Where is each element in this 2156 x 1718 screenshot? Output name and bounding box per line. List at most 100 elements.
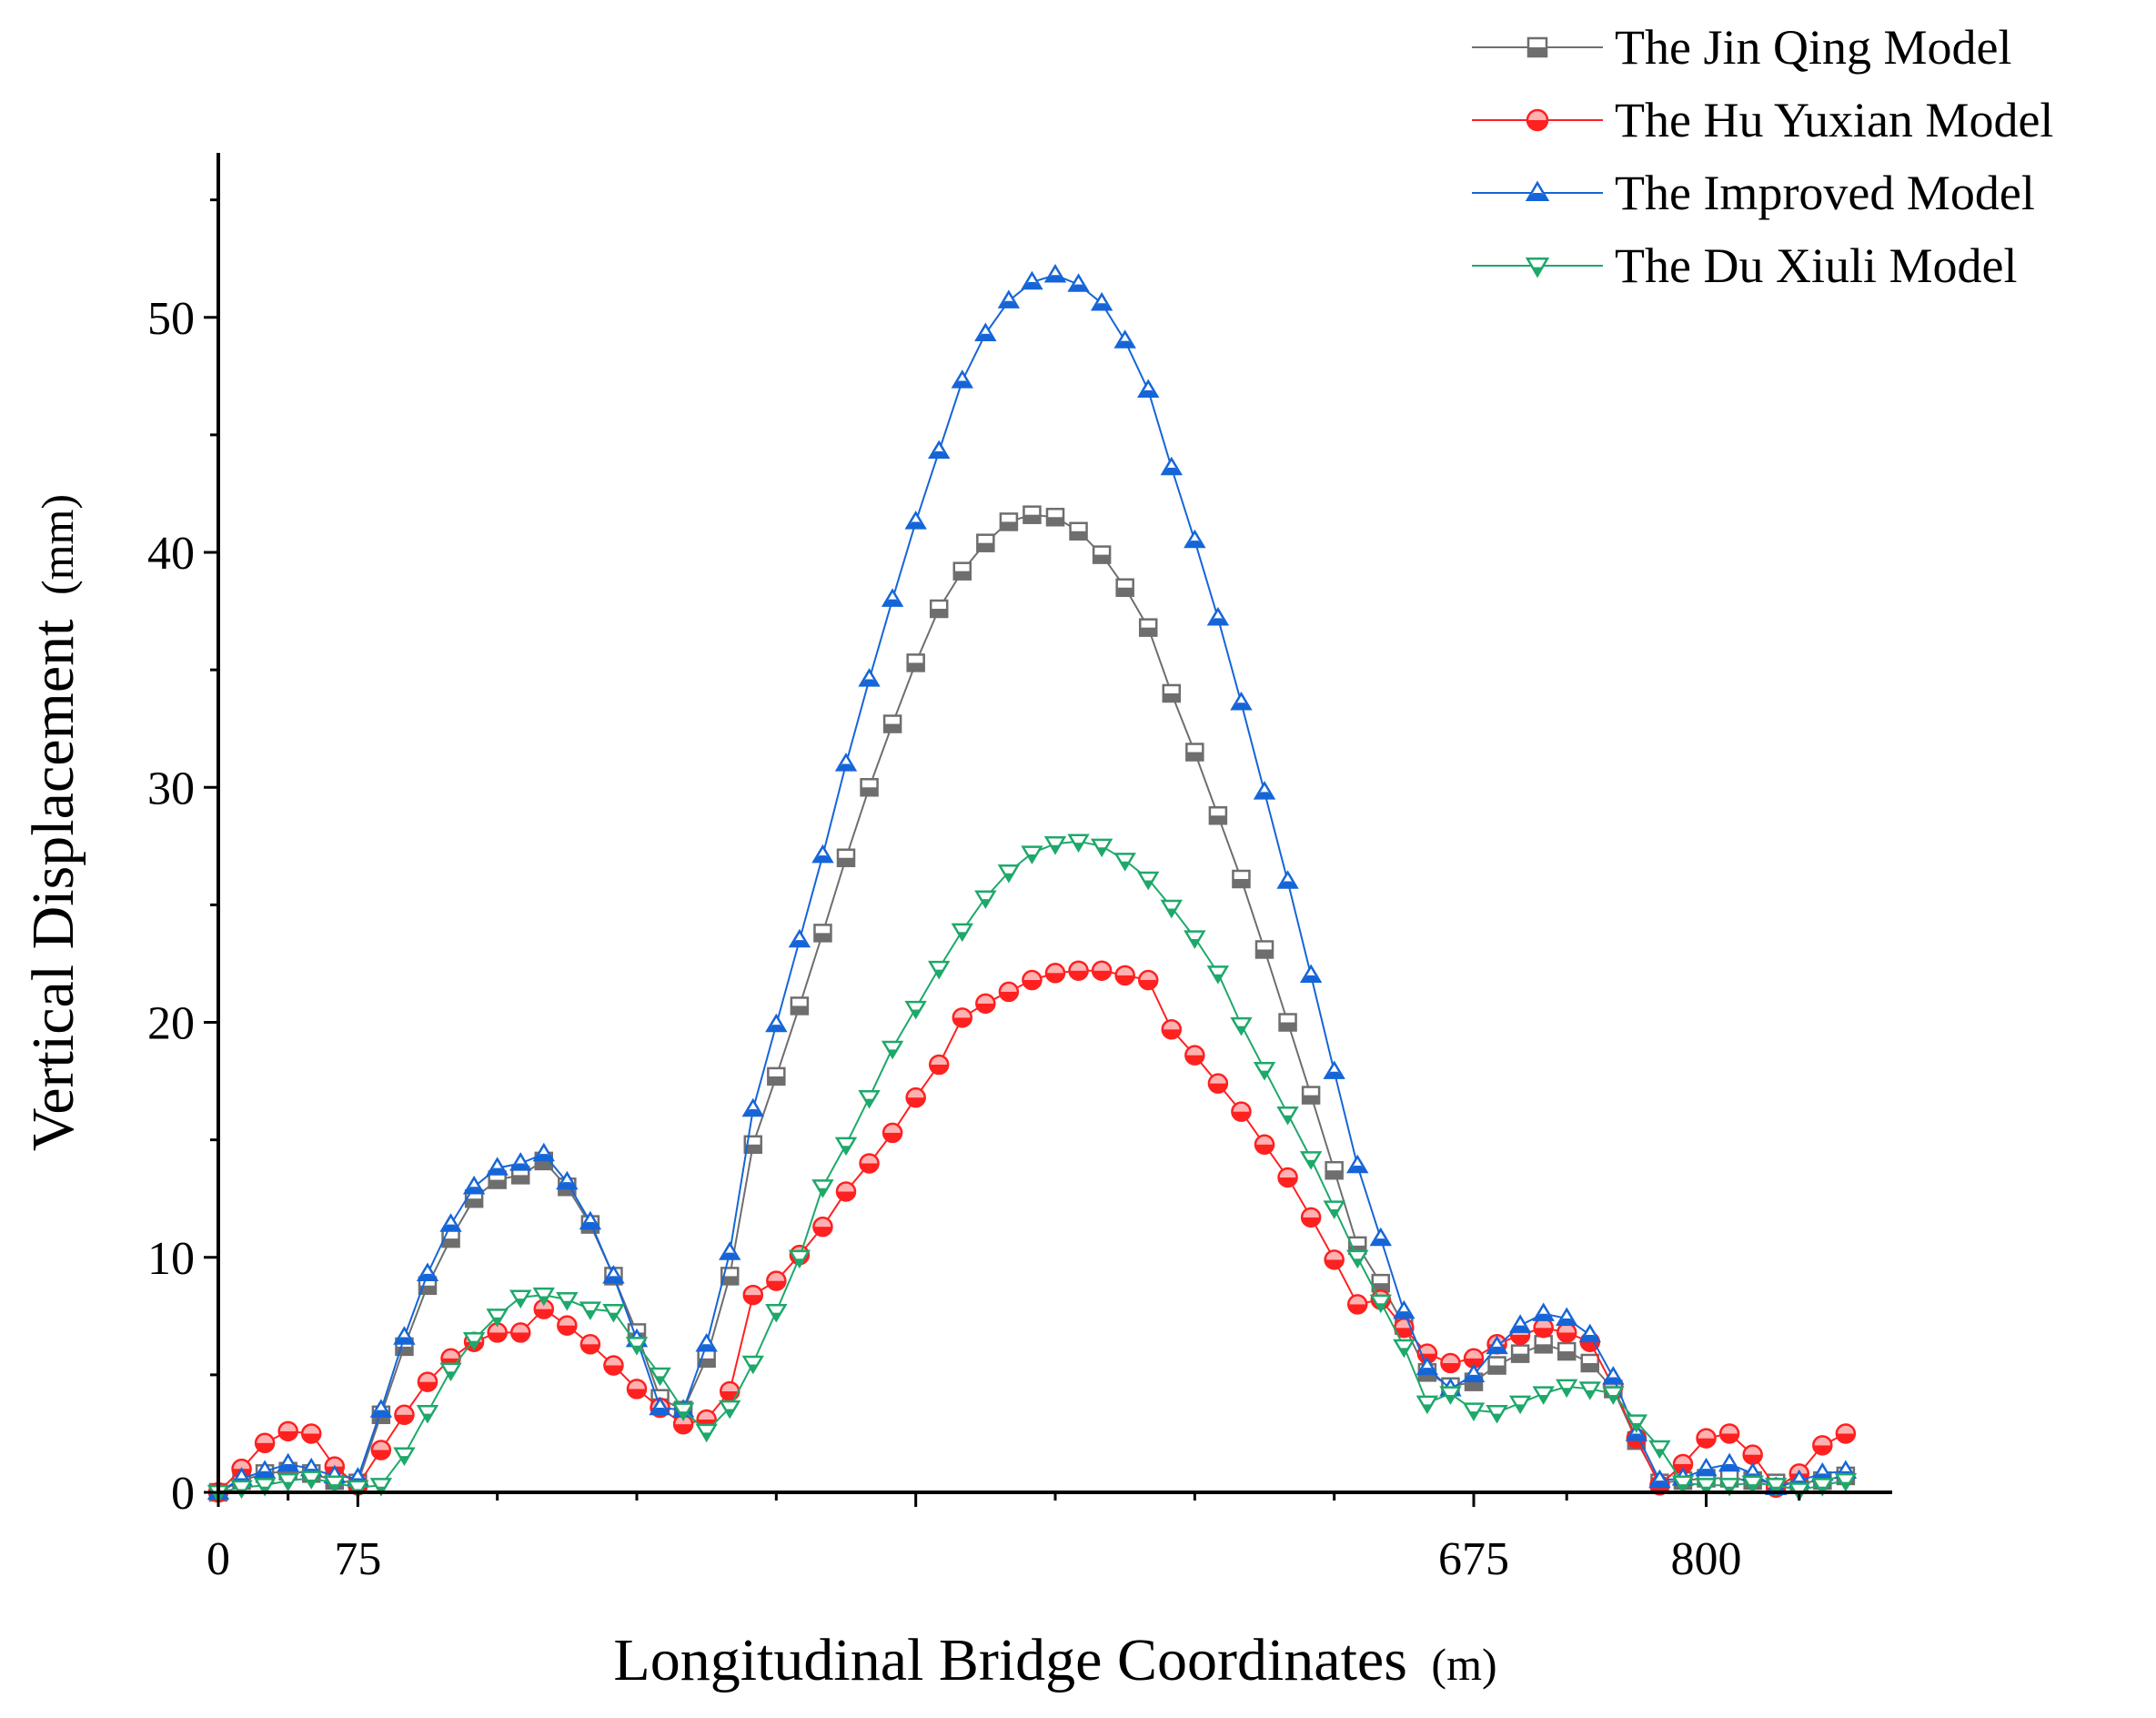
data-point — [1091, 960, 1113, 981]
data-point — [393, 1326, 416, 1345]
data-point — [1533, 1317, 1554, 1339]
data-point — [1393, 1339, 1416, 1359]
data-point — [904, 1000, 927, 1020]
data-point — [1277, 1167, 1298, 1188]
data-point — [1440, 1352, 1461, 1374]
series-line — [217, 840, 1847, 1493]
legend-label: The Improved Model — [1615, 166, 2035, 220]
legend-marker — [1526, 108, 1549, 132]
data-point — [417, 1371, 438, 1392]
data-point — [323, 1475, 346, 1495]
data-point — [859, 1153, 880, 1174]
data-point — [1741, 1475, 1764, 1495]
data-point — [370, 1440, 392, 1460]
data-point — [1742, 1444, 1763, 1465]
series-line — [217, 274, 1846, 1493]
data-point — [1254, 1134, 1275, 1156]
data-point — [253, 1460, 277, 1479]
data-point — [533, 1299, 555, 1319]
data-point — [975, 993, 996, 1015]
data-point — [1393, 1299, 1416, 1319]
data-point — [788, 928, 811, 948]
data-point — [860, 778, 879, 797]
data-point — [997, 289, 1021, 308]
data-point — [999, 512, 1019, 531]
data-point — [788, 1249, 811, 1269]
data-point — [1556, 1322, 1577, 1343]
data-point — [881, 588, 904, 607]
data-point — [1023, 505, 1042, 524]
data-point — [1696, 1428, 1717, 1449]
y-tick-label: 30 — [147, 763, 195, 814]
data-point — [742, 1284, 764, 1306]
data-point — [1137, 379, 1160, 399]
legend-marker — [1526, 36, 1548, 58]
data-point — [1369, 1227, 1392, 1247]
data-point — [1835, 1423, 1857, 1444]
legend-item: The Hu Yuxian Model — [1472, 93, 2053, 147]
legend-label: The Du Xiuli Model — [1615, 238, 2017, 293]
data-point — [1834, 1472, 1858, 1492]
data-point — [813, 924, 832, 943]
data-point — [1092, 545, 1112, 564]
legend-label: The Hu Yuxian Model — [1615, 93, 2053, 147]
legend-marker — [1525, 258, 1550, 278]
data-point — [649, 1367, 671, 1387]
data-point — [253, 1478, 277, 1497]
data-point — [1323, 1200, 1345, 1219]
data-point — [509, 1322, 531, 1343]
data-point — [532, 1142, 555, 1162]
data-point — [997, 864, 1021, 884]
data-point — [300, 1423, 322, 1444]
data-point — [928, 960, 951, 980]
data-point — [1508, 1314, 1532, 1333]
data-point — [1556, 1307, 1578, 1327]
data-point — [1185, 743, 1204, 762]
data-point — [1115, 578, 1134, 598]
data-point — [976, 533, 995, 552]
data-point — [277, 1420, 298, 1442]
y-axis-unit: (mm) — [32, 494, 83, 595]
data-point — [1043, 263, 1067, 283]
data-point — [1346, 1249, 1369, 1269]
data-point — [790, 996, 810, 1016]
data-point — [1231, 1101, 1252, 1122]
data-point — [719, 1400, 741, 1420]
series-line — [217, 969, 1847, 1493]
data-point — [858, 668, 881, 687]
data-point — [695, 1423, 718, 1443]
data-point — [1022, 969, 1043, 991]
data-point — [369, 1399, 393, 1418]
data-point — [300, 1470, 323, 1490]
data-point — [858, 1089, 881, 1109]
data-point — [1602, 1366, 1625, 1385]
data-point — [1602, 1386, 1625, 1405]
data-point — [767, 1066, 786, 1086]
data-point — [695, 1332, 718, 1352]
x-axis-unit: (m) — [1431, 1639, 1496, 1690]
x-tick-label: 0 — [207, 1533, 230, 1585]
data-point — [1811, 1478, 1834, 1497]
data-point — [1532, 1302, 1555, 1321]
series-layer — [207, 263, 1858, 1504]
data-point — [277, 1452, 299, 1472]
data-point — [1371, 1273, 1391, 1293]
data-point — [1114, 965, 1135, 986]
x-axis-title: Longitudinal Bridge Coordinates (m) — [613, 1627, 1496, 1693]
data-point — [487, 1322, 508, 1343]
data-point — [1206, 965, 1230, 985]
data-point — [952, 1007, 973, 1028]
data-point — [1137, 969, 1159, 991]
data-point — [439, 1362, 462, 1382]
data-point — [1230, 691, 1253, 711]
data-point — [1206, 606, 1230, 626]
data-point — [719, 1241, 741, 1260]
data-point — [1137, 871, 1160, 891]
data-point — [1580, 1353, 1600, 1373]
data-point — [1346, 1154, 1369, 1174]
data-point — [951, 923, 973, 943]
data-point — [1208, 806, 1228, 825]
data-point — [1765, 1478, 1788, 1497]
data-point — [1416, 1395, 1439, 1415]
y-axis-title-text: Vertical Displacement — [20, 620, 86, 1152]
